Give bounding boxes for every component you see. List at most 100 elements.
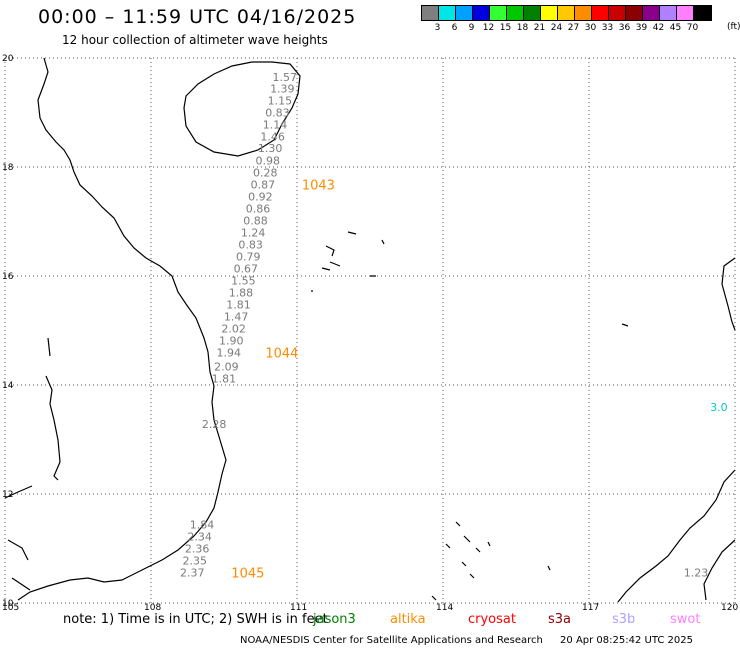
pass-id-label: 1043	[302, 178, 335, 193]
lon-tick-label: 114	[436, 603, 453, 613]
pass-id-label: 1044	[265, 346, 298, 361]
scale-swatch-9	[575, 6, 592, 20]
scale-swatch-6	[524, 6, 541, 20]
scale-swatch-15	[677, 6, 694, 20]
map-title: 00:00 – 11:59 UTC 04/16/2025	[38, 6, 357, 28]
legend-item-altika: altika	[390, 612, 426, 627]
wave-height-value: 2.34	[187, 531, 212, 544]
wave-height-value: 2.36	[185, 543, 210, 556]
wave-height-value: 1.94	[217, 346, 242, 359]
wave-height-value: 0.87	[251, 178, 276, 191]
wave-height-value: 0.83	[238, 238, 263, 251]
wave-height-value: 0.92	[248, 190, 273, 203]
wave-height-color-scale: 3 6 9 12 15 18 21 24 27 30 33 36 39 42 45 70 (ft)	[421, 5, 740, 33]
wave-height-value: 0.86	[246, 202, 271, 215]
scale-swatch-14	[660, 6, 677, 20]
lon-tick-label: 105	[2, 603, 19, 613]
wave-height-value: 1.88	[229, 286, 254, 299]
offshore-islands	[45, 337, 61, 481]
scale-label: 24	[550, 23, 563, 33]
lon-tick-label: 111	[290, 603, 307, 613]
wave-height-value: 1.90	[219, 334, 244, 347]
scale-swatch-3	[473, 6, 490, 20]
hainan-coastline	[183, 61, 301, 157]
scale-swatch-7	[541, 6, 558, 20]
scale-swatch-4	[490, 6, 507, 20]
wave-height-value: 1.15	[268, 95, 293, 108]
color-scale-swatches	[421, 5, 712, 21]
wave-height-value: 2.28	[202, 418, 227, 431]
credit-text: NOAA/NESDIS Center for Satellite Applica…	[240, 635, 543, 646]
scale-label: 45	[669, 23, 682, 33]
wave-height-labels: 1.571.391.150.831.141.461.300.980.280.87…	[180, 71, 728, 581]
scale-label: 33	[601, 23, 614, 33]
wave-height-value: 1.81	[226, 298, 251, 311]
legend-item-jason3: jason3	[313, 612, 356, 627]
coastlines	[4, 57, 736, 603]
legend-item-s3b: s3b	[612, 612, 636, 627]
lat-tick-label: 18	[2, 163, 14, 173]
wave-height-value: 1.84	[190, 519, 215, 532]
scale-swatch-11	[609, 6, 626, 20]
scale-label: 6	[451, 23, 458, 33]
scale-swatch-5	[507, 6, 524, 20]
scale-label: 27	[567, 23, 580, 33]
scale-label: 18	[516, 23, 529, 33]
wave-height-value: 1.55	[231, 274, 256, 287]
wave-height-value: 1.57	[273, 71, 298, 84]
wave-height-value: 1.30	[258, 142, 283, 155]
scale-label: 3	[434, 23, 441, 33]
scale-label: 15	[499, 23, 512, 33]
scale-swatch-10	[592, 6, 609, 20]
lon-tick-label: 120	[721, 603, 738, 613]
scale-label: 70	[686, 23, 699, 33]
wave-height-value: 1.46	[260, 130, 285, 143]
cambodia-coastline	[4, 485, 33, 591]
wave-height-value: 3.0	[710, 401, 728, 414]
map-subtitle: 12 hour collection of altimeter wave hei…	[62, 33, 328, 47]
wave-height-value: 0.83	[265, 107, 290, 120]
scale-swatch-1	[439, 6, 456, 20]
vietnam-coastline	[17, 57, 227, 601]
wave-height-value: 0.28	[253, 166, 278, 179]
scale-label: 42	[652, 23, 665, 33]
scale-label: 12	[482, 23, 495, 33]
wave-height-value: 0.98	[255, 154, 280, 167]
lat-tick-label: 12	[2, 490, 13, 500]
lat-tick-label: 16	[2, 272, 14, 282]
color-scale-unit: (ft)	[727, 22, 740, 32]
wave-height-value: 2.09	[214, 360, 239, 373]
scale-label: 36	[618, 23, 631, 33]
credit-line: NOAA/NESDIS Center for Satellite Applica…	[240, 635, 693, 646]
scale-swatch-13	[643, 6, 660, 20]
legend-item-s3a: s3a	[548, 612, 572, 627]
lon-tick-label: 108	[144, 603, 161, 613]
lat-tick-label: 20	[2, 54, 14, 64]
pass-id-label: 1045	[231, 566, 264, 581]
legend-item-swot: swot	[670, 612, 701, 627]
scale-label: 30	[584, 23, 597, 33]
wave-height-value: 0.88	[243, 214, 268, 227]
scale-swatch-8	[558, 6, 575, 20]
spratly-islets	[431, 323, 629, 601]
wave-height-value: 1.39	[270, 83, 295, 96]
scale-label: 21	[533, 23, 546, 33]
wave-height-value: 1.24	[241, 226, 266, 239]
wave-height-value: 2.02	[221, 322, 246, 335]
wave-height-value: 2.37	[180, 566, 205, 579]
wave-height-value: 1.47	[224, 310, 249, 323]
lon-tick-label: 117	[582, 603, 599, 613]
map-frame	[5, 58, 735, 603]
lat-tick-label: 10	[2, 599, 14, 609]
scale-label: 39	[635, 23, 648, 33]
scale-swatch-0	[422, 6, 439, 20]
wave-height-value: 2.35	[182, 554, 207, 567]
color-scale-labels: 3 6 9 12 15 18 21 24 27 30 33 36 39 42 45 70	[421, 23, 712, 33]
generation-timestamp: 20 Apr 08:25:42 UTC 2025	[560, 635, 693, 646]
scale-swatch-2	[456, 6, 473, 20]
footer-note: note: 1) Time is in UTC; 2) SWH is in fe…	[63, 612, 328, 627]
scale-label: 9	[468, 23, 475, 33]
wave-height-value: 1.14	[263, 118, 288, 131]
